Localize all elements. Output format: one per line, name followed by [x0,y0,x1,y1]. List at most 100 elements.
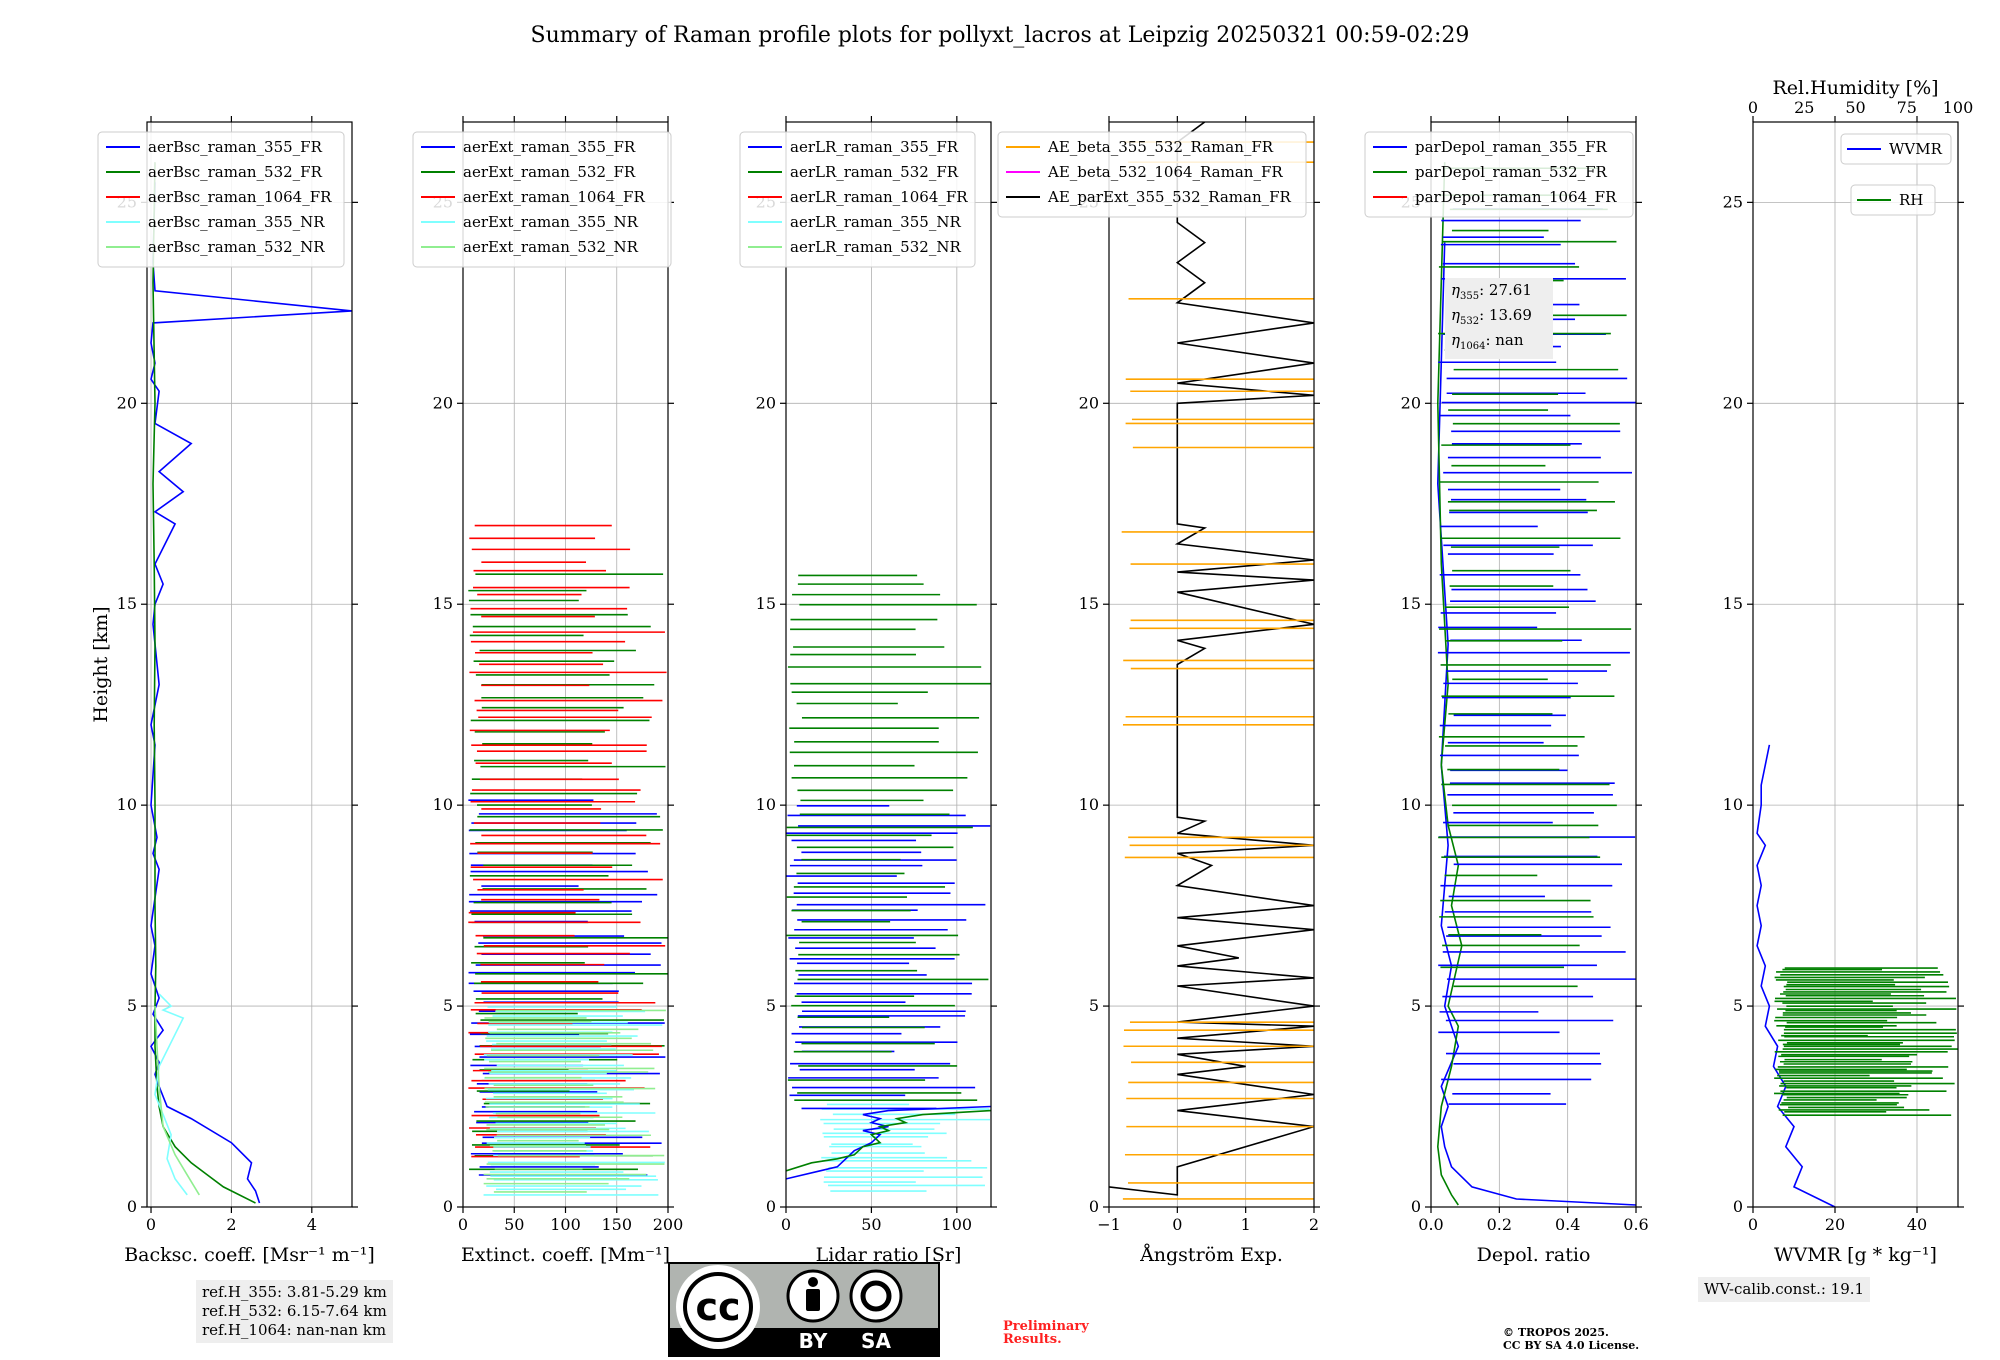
legend-box [1364,131,1634,218]
y-tick-label: 15 [1723,594,1743,613]
legend-label: aerExt_raman_532_NR [463,238,639,256]
legend-label: aerLR_raman_1064_FR [790,188,968,206]
ref-h-1064: ref.H_1064: nan-nan km [202,1321,387,1339]
y-tick-label: 20 [756,393,776,412]
x-tick-label: 0 [458,1215,468,1234]
legend-label: aerExt_raman_1064_FR [463,188,645,206]
preliminary-note: Preliminary Results. [1003,1319,1089,1347]
svg-text:cc: cc [695,1285,740,1329]
top-axis-label: Rel.Humidity [%] [1772,77,1938,99]
legend: aerBsc_raman_355_FR aerBsc_raman_532_FRae… [97,131,345,268]
x-tick-label: 2 [1309,1215,1319,1234]
series-aerExt_raman_532_NR [483,1009,666,1193]
series-aerLR_raman_355_NR [820,1103,990,1192]
top-tick-label: 25 [1794,98,1814,117]
legend-label: aerLR_raman_355_FR [790,138,959,156]
y-tick-label: 20 [1723,393,1743,412]
legend-label: AE_beta_532_1064_Raman_FR [1047,163,1283,181]
y-tick-label: 0 [1733,1197,1743,1216]
legend-label: aerExt_raman_532_FR [463,163,636,181]
y-tick-label: 20 [1401,393,1421,412]
x-tick-label: 50 [861,1215,881,1234]
legend-label: aerBsc_raman_355_FR [148,138,323,156]
y-tick-label: 5 [443,996,453,1015]
ref-height-box: ref.H_355: 3.81-5.29 km ref.H_532: 6.15-… [196,1280,393,1343]
legend-label: aerBsc_raman_532_FR [148,163,323,181]
y-tick-label: 20 [117,393,137,412]
y-tick-label: 5 [1733,996,1743,1015]
series-group [1756,744,1958,1207]
y-tick-label: 5 [766,996,776,1015]
x-tick-label: 0 [146,1215,156,1234]
y-tick-label: 5 [1411,996,1421,1015]
panels-group: 0510152025024Backsc. coeff. [Msr⁻¹ m⁻¹]a… [90,77,1973,1266]
y-tick-label: 10 [756,795,776,814]
y-tick-label: 10 [1723,795,1743,814]
legend: AE_beta_355_532_Raman_FR AE_beta_532_1064… [997,131,1307,218]
legend: WVMR RH [1840,133,1952,216]
y-tick-label: 25 [1723,192,1743,211]
y-tick-label: 15 [756,594,776,613]
legend-box [412,131,672,268]
top-tick-label: 0 [1748,98,1758,117]
y-tick-label: 0 [443,1197,453,1216]
svg-text:SA: SA [861,1329,891,1353]
y-tick-label: 5 [127,996,137,1015]
ref-h-532: ref.H_532: 6.15-7.64 km [202,1302,387,1320]
series-aerBsc_raman_355_FR [150,182,352,1204]
svg-text:BY: BY [799,1329,828,1353]
series-aerLR_raman_532_FR [786,1109,991,1172]
x-tick-label: 0 [1172,1215,1182,1234]
axes-frame [146,121,353,1208]
legend-label: parDepol_raman_532_FR [1415,163,1608,181]
series-group [1109,122,1314,1200]
eta-box: η355: 27.61 η532: 13.69 η1064: nan [1445,278,1553,359]
series-aerBsc_raman_355_NR [154,993,188,1196]
ref-h-355: ref.H_355: 3.81-5.29 km [202,1283,387,1301]
legend-label: AE_beta_355_532_Raman_FR [1047,138,1274,156]
y-tick-label: 0 [1089,1197,1099,1216]
legend-label: parDepol_raman_1064_FR [1415,188,1617,206]
x-axis-label: WVMR [g * kg⁻¹] [1774,1244,1937,1266]
axes-frame [1430,121,1637,1208]
axes-frame [1752,121,1959,1208]
series-aerLR_raman_532_FR [786,574,991,1102]
x-tick-label: 0.4 [1555,1215,1580,1234]
series-WVMR [1756,744,1836,1207]
cc-license-logo: cc BY SA [668,1262,940,1357]
series-group [150,162,352,1204]
legend-label: aerExt_raman_355_NR [463,213,639,231]
x-tick-label: 0.2 [1487,1215,1512,1234]
legend-label: aerLR_raman_532_FR [790,163,959,181]
series-RH [1774,967,1958,1116]
legend: aerLR_raman_355_FR aerLR_raman_532_FR aerL… [739,131,976,268]
legend-label: aerLR_raman_532_NR [790,238,961,256]
y-tick-label: 15 [1401,594,1421,613]
y-tick-label: 10 [433,795,453,814]
legend-box [1840,133,1952,165]
series-aerLR_raman_355_FR [786,1105,991,1180]
y-tick-label: 0 [127,1197,137,1216]
legend-label: aerBsc_raman_355_NR [148,213,325,231]
x-tick-label: 0.6 [1623,1215,1648,1234]
legend-label: aerExt_raman_355_FR [463,138,636,156]
cc-logo-icon: cc BY SA [670,1265,938,1355]
legend: parDepol_raman_355_FR parDepol_raman_532_… [1364,131,1634,218]
top-tick-label: 100 [1943,98,1974,117]
series-group [468,524,668,1196]
legend-box [1850,184,1936,216]
y-tick-label: 10 [117,795,137,814]
y-tick-label: 10 [1079,795,1099,814]
x-tick-label: 40 [1907,1215,1927,1234]
legend-box [97,131,345,268]
x-axis-label: Ångström Exp. [1139,1244,1283,1266]
x-tick-label: 20 [1825,1215,1845,1234]
panel-ext: 0510152025050100150200Extinct. coeff. [M… [412,116,683,1266]
figure-title: Summary of Raman profile plots for polly… [531,23,1470,48]
y-tick-label: 15 [433,594,453,613]
series-parDepol_raman_355_FR [1436,242,1636,1206]
top-tick-label: 75 [1897,98,1917,117]
